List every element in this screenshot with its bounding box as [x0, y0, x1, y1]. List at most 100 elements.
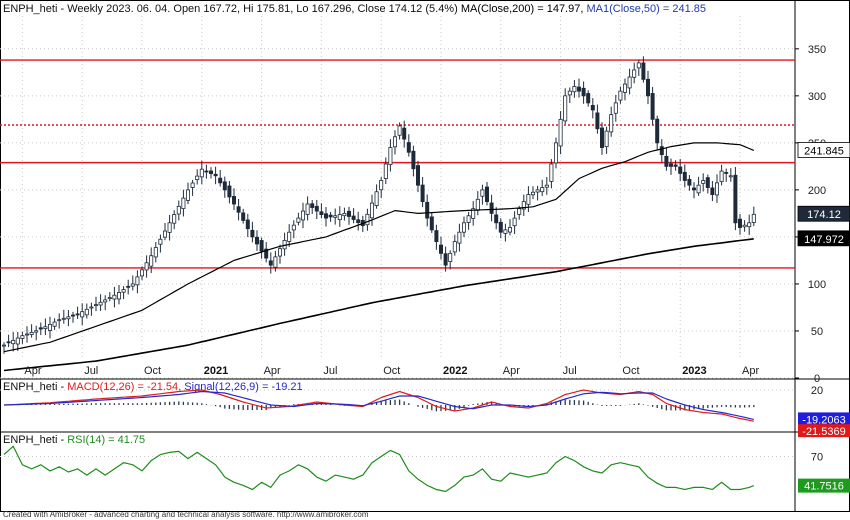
candle-body	[98, 301, 103, 306]
candle-body	[351, 215, 356, 220]
x-tick-label: 2021	[204, 365, 228, 377]
x-tick-label: 2022	[443, 365, 467, 377]
candle-body	[342, 213, 347, 217]
macd-title: ENPH_heti -	[3, 381, 67, 393]
candle-body	[185, 189, 190, 201]
signal-tag-label: -19.2063	[802, 414, 845, 426]
candle-body	[650, 93, 655, 120]
candle-body	[397, 125, 402, 136]
macd-tag	[798, 424, 850, 438]
y-tick-label: 50	[811, 326, 823, 338]
candle-body	[365, 213, 370, 226]
signal-value: Signal(12,26,9) = -19.21	[184, 381, 302, 393]
candle-body	[337, 214, 342, 221]
candle-body	[687, 178, 692, 186]
ma200-line	[3, 238, 754, 372]
candle-body	[521, 201, 526, 210]
candle-body	[641, 62, 646, 80]
candle-body	[406, 142, 411, 153]
candle-body	[149, 255, 154, 267]
candle-body	[80, 311, 85, 318]
candle-body	[517, 208, 522, 215]
candle-body	[236, 206, 241, 213]
candle-body	[636, 62, 641, 69]
candle-body	[57, 319, 62, 322]
candle-body	[728, 175, 733, 178]
candle-body	[204, 170, 209, 173]
candle-body	[305, 203, 310, 215]
candle-body	[153, 247, 158, 258]
candle-body	[218, 177, 223, 184]
candle-body	[471, 208, 476, 219]
price-tag	[797, 205, 850, 222]
candle-body	[701, 180, 706, 184]
candle-body	[319, 211, 324, 215]
candle-body	[103, 299, 108, 303]
y-tick-label: 100	[808, 279, 826, 291]
candle-body	[715, 182, 720, 196]
candle-body	[135, 276, 140, 286]
price-tag-label: 174.12	[807, 209, 841, 221]
candle-body	[646, 78, 651, 97]
candle-body	[167, 222, 172, 233]
candle-body	[296, 217, 301, 223]
candle-body	[655, 118, 660, 144]
candle-body	[346, 210, 351, 217]
macd-value: MACD(12,26) = -21.54,	[67, 381, 184, 393]
y-tick-label: 350	[808, 44, 826, 56]
header-ohlc: ENPH_heti - Weekly 2023. 06. 04. Open 16…	[3, 3, 461, 15]
candle-body	[531, 191, 536, 196]
candle-body	[627, 76, 632, 89]
candle-body	[452, 241, 457, 253]
candle-body	[392, 136, 397, 148]
candle-body	[107, 297, 112, 299]
candle-body	[425, 201, 430, 219]
candle-body	[34, 330, 39, 333]
candle-body	[558, 118, 563, 147]
candle-body	[494, 214, 499, 224]
candle-body	[742, 224, 747, 228]
candle-body	[572, 86, 577, 93]
candle-body	[314, 205, 319, 212]
candle-body	[443, 253, 448, 266]
candle-body	[710, 187, 715, 195]
candle-body	[245, 219, 250, 230]
rsi-line	[3, 445, 755, 493]
candle-body	[287, 231, 292, 242]
candle-body	[126, 285, 131, 288]
rsi-tag-label: 41.7516	[804, 481, 844, 493]
x-tick-label: Jul	[323, 365, 337, 377]
candle-body	[2, 344, 7, 347]
candle-body	[724, 172, 729, 174]
x-tick-label: Apr	[742, 365, 759, 377]
macd-header: ENPH_heti - MACD(12,26) = -21.54, Signal…	[3, 381, 303, 393]
macd-line	[3, 389, 754, 422]
footer-credit: Created with AmiBroker - advanced charti…	[3, 510, 369, 519]
candle-body	[291, 224, 296, 231]
ma50-line	[3, 142, 755, 353]
price-tag	[797, 142, 850, 158]
candle-body	[323, 213, 328, 219]
candle-body	[20, 335, 25, 339]
candle-body	[162, 230, 167, 238]
candle-body	[480, 189, 485, 197]
candle-body	[195, 175, 200, 181]
candle-body	[333, 215, 338, 218]
candle-body	[581, 87, 586, 97]
candle-body	[383, 163, 388, 179]
candle-body	[429, 216, 434, 231]
candle-body	[71, 314, 76, 317]
candle-body	[172, 214, 177, 224]
candle-body	[388, 147, 393, 166]
candle-body	[659, 146, 664, 156]
rsi-panel: 70 ENPH_heti - RSI(14) = 41.75 41.7516	[0, 434, 850, 493]
macd-panel: 20 ENPH_heti - MACD(12,26) = -21.54, Sign…	[0, 381, 850, 438]
candle-body	[310, 203, 315, 208]
candle-body	[52, 321, 57, 327]
candle-body	[6, 341, 11, 344]
candle-body	[567, 90, 572, 96]
y-tick-label: 200	[808, 185, 826, 197]
candle-body	[268, 260, 273, 266]
candle-body	[623, 83, 628, 93]
candle-body	[277, 248, 282, 257]
